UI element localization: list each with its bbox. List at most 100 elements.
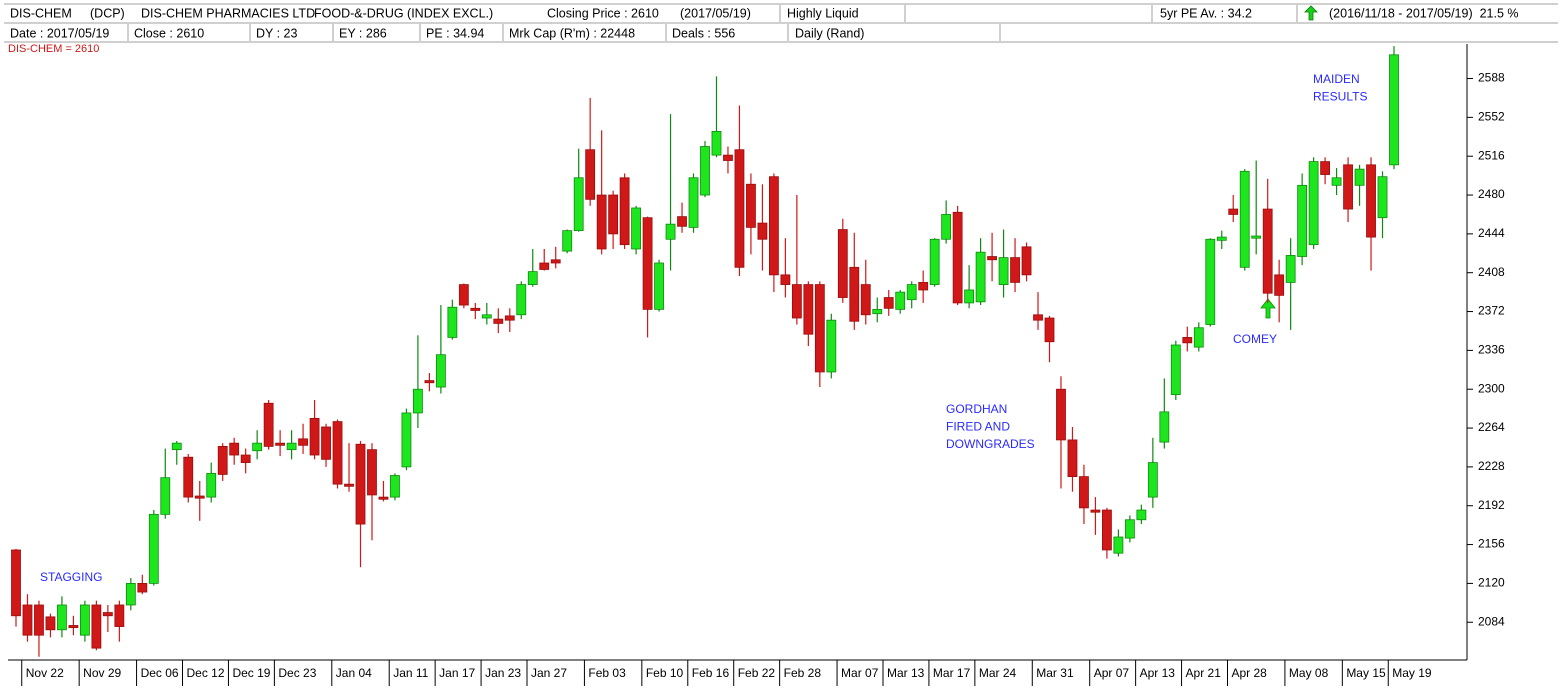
x-tick-label: Dec 23 — [278, 666, 316, 680]
x-tick-label: Feb 10 — [646, 666, 684, 680]
candle-body — [562, 230, 573, 252]
candle-body — [677, 216, 687, 227]
header-field: Date : 2017/05/19 — [10, 26, 109, 40]
y-tick-label: 2192 — [1478, 498, 1505, 512]
header-field: (DCP) — [90, 6, 125, 20]
candle-body — [68, 625, 79, 629]
candle-body — [309, 417, 320, 456]
candle-body — [22, 604, 33, 636]
x-tick-label: Apr 07 — [1094, 666, 1130, 680]
candle-body — [849, 266, 860, 322]
candle-body — [378, 496, 389, 500]
candle-body — [447, 306, 458, 338]
candle-body — [435, 354, 446, 388]
candle-body — [803, 284, 814, 335]
candle-body — [619, 177, 630, 246]
candle-body — [1102, 509, 1112, 551]
candle-body — [125, 583, 136, 606]
candle-body — [1251, 235, 1262, 239]
y-tick-label: 2444 — [1478, 226, 1505, 240]
candle-body — [1033, 314, 1043, 321]
series-label: DIS-CHEM = 2610 — [8, 43, 99, 55]
candle-body — [1320, 161, 1330, 175]
candle-body — [883, 297, 894, 309]
header-field: (2017/05/19) — [680, 6, 751, 20]
annotation: STAGGING — [40, 570, 102, 584]
candle-body — [527, 271, 538, 285]
x-tick-label: Feb 03 — [588, 666, 626, 680]
x-tick-label: May 08 — [1289, 666, 1329, 680]
candle-body — [700, 146, 710, 196]
candle-body — [975, 251, 986, 303]
header-field: DY : 23 — [256, 26, 298, 40]
candle-body — [1297, 184, 1308, 257]
candle-body — [826, 319, 837, 373]
header-field: Closing Price : 2610 — [547, 6, 659, 20]
candle-body — [424, 380, 435, 384]
candle-body — [481, 314, 492, 319]
annotation: MAIDEN — [1313, 72, 1360, 86]
y-tick-label: 2300 — [1478, 381, 1505, 395]
x-tick-label: Jan 17 — [439, 666, 475, 680]
candle-body — [573, 177, 584, 232]
candle-body — [80, 604, 90, 636]
header-field: FOOD-&-DRUG (INDEX EXCL.) — [314, 6, 493, 20]
candle-body — [493, 318, 504, 324]
candle-body — [539, 262, 550, 270]
candle-body — [1389, 54, 1399, 166]
annotation: COMEY — [1233, 332, 1277, 346]
candle-body — [298, 438, 308, 446]
y-tick-label: 2264 — [1478, 420, 1505, 434]
header-field: PE : 34.94 — [426, 26, 484, 40]
candle-body — [895, 291, 906, 310]
candle-body — [941, 214, 952, 240]
candle-body — [964, 289, 975, 304]
candle-body — [332, 421, 343, 485]
candle-body — [998, 257, 1009, 285]
header-field: (2016/11/18 - 2017/05/19) 21.5 % — [1329, 6, 1519, 20]
x-tick-label: May 19 — [1392, 666, 1432, 680]
candle-body — [952, 211, 963, 304]
candle-body — [1124, 519, 1135, 539]
candle-body — [1159, 411, 1170, 443]
annotation: FIRED AND — [946, 420, 1010, 434]
candle-body — [1182, 337, 1193, 344]
y-tick-label: 2120 — [1478, 576, 1505, 590]
candle-body — [860, 284, 871, 316]
candle-body — [665, 223, 676, 240]
y-tick-label: 2372 — [1478, 304, 1505, 318]
annotation: RESULTS — [1313, 90, 1367, 104]
candle-body — [275, 442, 286, 446]
candle-body — [390, 475, 400, 498]
candle-body — [1262, 208, 1273, 294]
x-tick-label: Nov 22 — [26, 666, 64, 680]
candle-body — [252, 442, 263, 452]
x-tick-label: Feb 28 — [784, 666, 822, 680]
candle-body — [631, 207, 641, 250]
candle-body — [367, 449, 377, 496]
candle-body — [1377, 176, 1388, 219]
y-tick-label: 2408 — [1478, 265, 1505, 279]
x-tick-label: Jan 04 — [336, 666, 372, 680]
x-tick-label: Dec 12 — [187, 666, 225, 680]
candle-body — [1113, 536, 1124, 554]
candle-body — [1228, 208, 1239, 215]
candle-body — [321, 426, 331, 460]
candle-body — [1147, 462, 1158, 498]
candle-body — [837, 229, 848, 298]
candle-body — [1354, 168, 1365, 186]
candle-body — [1274, 274, 1285, 296]
candle-body — [286, 442, 297, 451]
candle-body — [1216, 236, 1227, 241]
x-tick-label: Feb 16 — [692, 666, 730, 680]
x-tick-label: Dec 19 — [232, 666, 270, 680]
candle-body — [516, 284, 527, 316]
x-tick-label: Feb 22 — [738, 666, 776, 680]
x-tick-label: Mar 13 — [887, 666, 925, 680]
candle-body — [137, 583, 148, 593]
candle-body — [1331, 177, 1342, 186]
candle-body — [1285, 255, 1296, 283]
candle-body — [413, 388, 423, 414]
candle-body — [1067, 439, 1078, 478]
